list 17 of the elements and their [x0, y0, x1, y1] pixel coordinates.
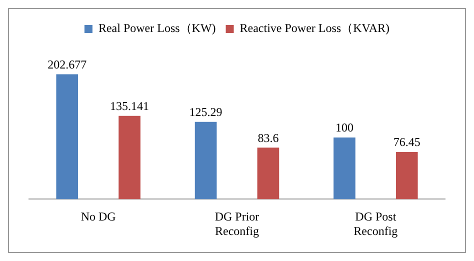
legend-label: Reactive Power Loss（KVAR)	[240, 21, 390, 36]
bar	[118, 116, 140, 200]
bar	[334, 138, 356, 200]
bar	[257, 148, 280, 200]
data-label: 76.45	[393, 135, 420, 150]
data-label: 83.6	[258, 130, 279, 145]
data-label: 100	[335, 120, 354, 135]
legend-label: Real Power Loss（KW)	[98, 21, 216, 36]
x-tick-label: No DG	[80, 210, 116, 224]
x-tick-label: DG Prior Reconfig	[214, 210, 260, 238]
bar	[194, 122, 217, 200]
data-label: 135.141	[110, 99, 150, 113]
data-label: 125.29	[189, 105, 222, 120]
bar	[396, 152, 418, 200]
bar	[56, 74, 78, 200]
x-tick-label: DG Post Reconfig	[354, 210, 398, 238]
data-label: 202.677	[48, 57, 87, 72]
